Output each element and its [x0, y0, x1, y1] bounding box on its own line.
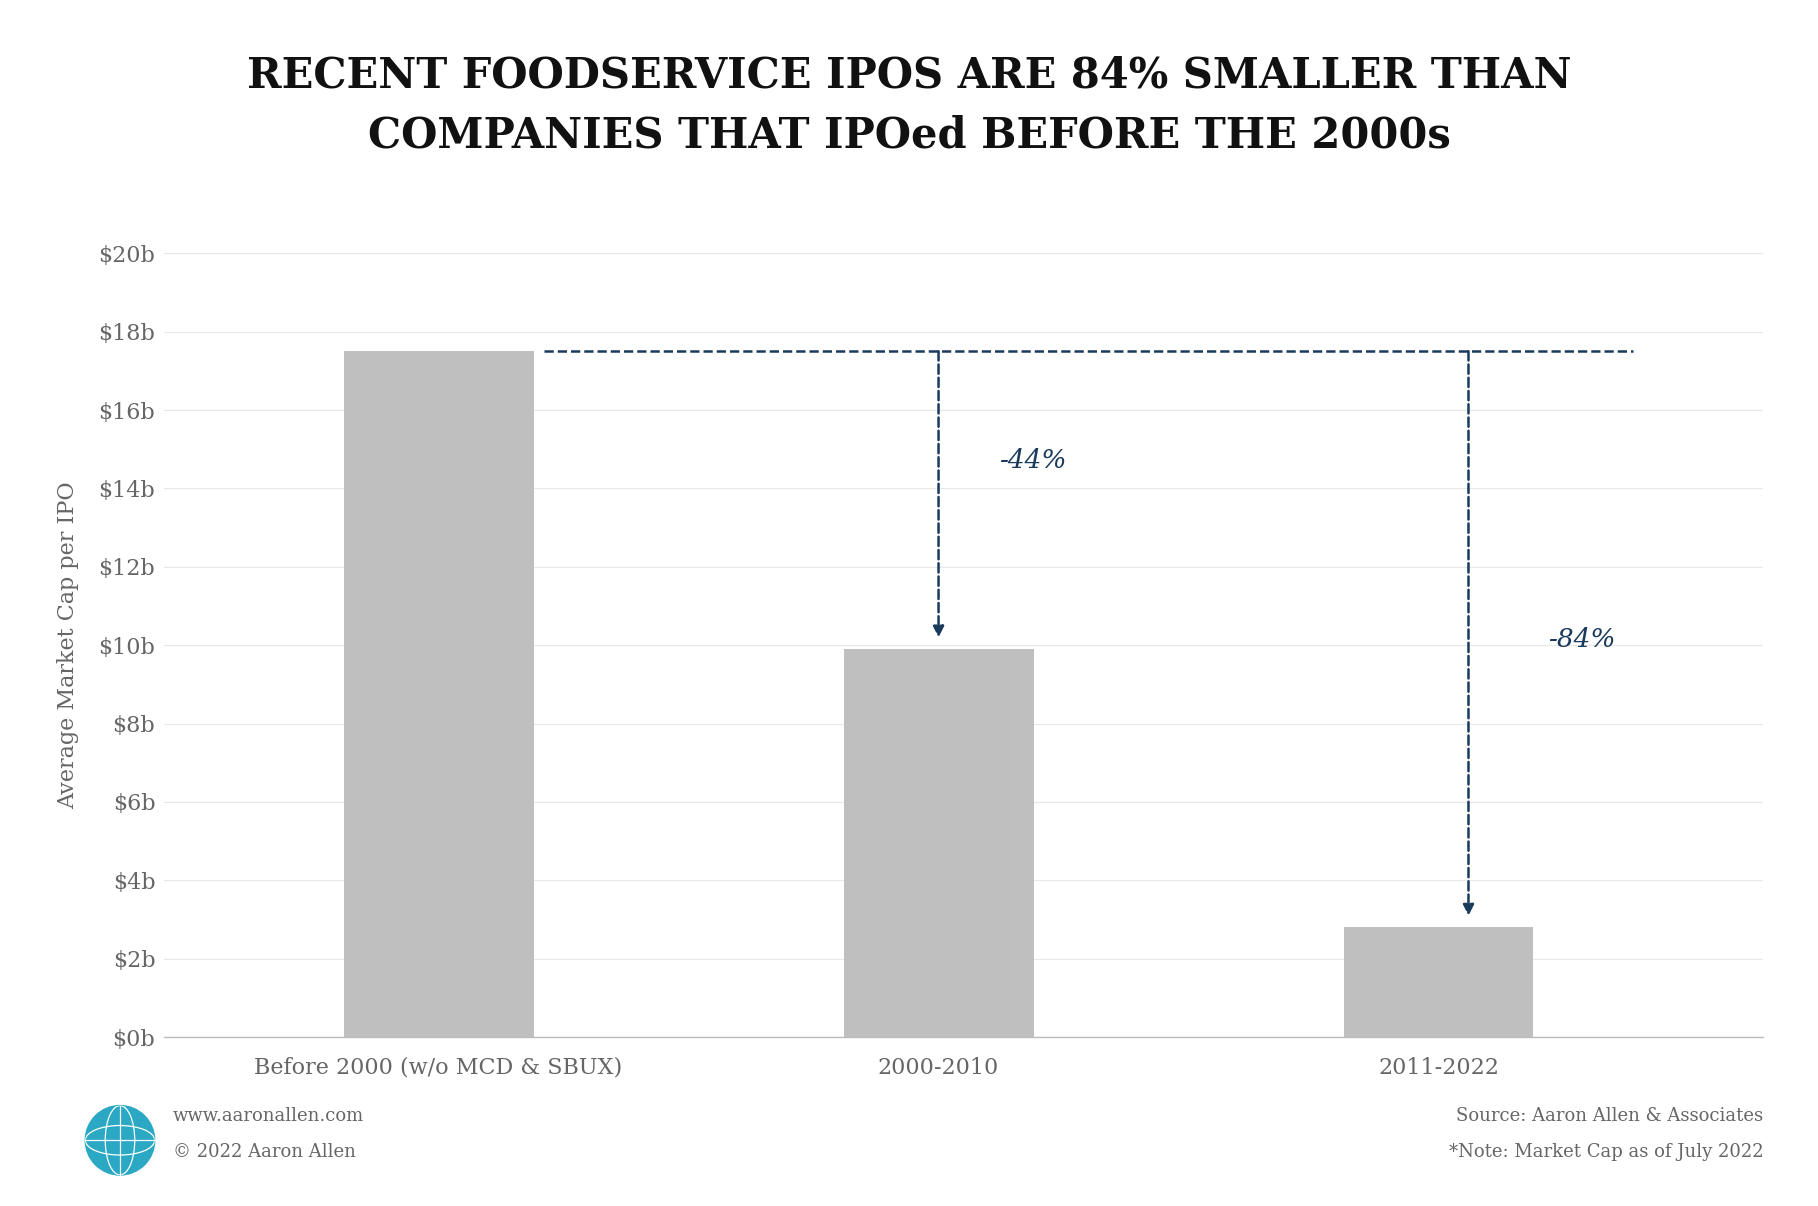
- Text: -84%: -84%: [1549, 627, 1616, 651]
- Text: RECENT FOODSERVICE IPOS ARE 84% SMALLER THAN: RECENT FOODSERVICE IPOS ARE 84% SMALLER …: [247, 54, 1571, 96]
- Text: *Note: Market Cap as of July 2022: *Note: Market Cap as of July 2022: [1449, 1143, 1763, 1161]
- Text: -44%: -44%: [998, 449, 1065, 474]
- Text: Source: Aaron Allen & Associates: Source: Aaron Allen & Associates: [1456, 1107, 1763, 1125]
- Bar: [1344, 927, 1534, 1037]
- Y-axis label: Average Market Cap per IPO: Average Market Cap per IPO: [56, 481, 78, 809]
- Circle shape: [85, 1106, 155, 1175]
- Bar: [844, 649, 1033, 1037]
- Bar: [344, 351, 534, 1037]
- Text: COMPANIES THAT IPOed BEFORE THE 2000s: COMPANIES THAT IPOed BEFORE THE 2000s: [367, 115, 1451, 157]
- Text: © 2022 Aaron Allen: © 2022 Aaron Allen: [173, 1143, 356, 1161]
- Text: www.aaronallen.com: www.aaronallen.com: [173, 1107, 364, 1125]
